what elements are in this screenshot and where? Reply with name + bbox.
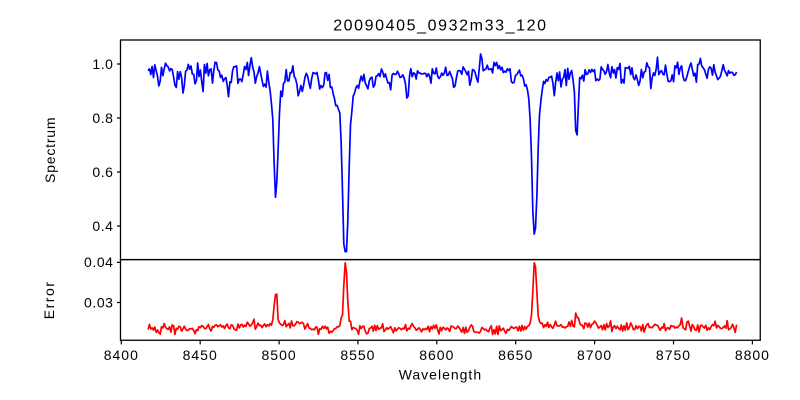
- svg-text:8750: 8750: [656, 347, 691, 363]
- svg-text:Wavelength: Wavelength: [399, 367, 482, 383]
- svg-text:8400: 8400: [104, 347, 139, 363]
- svg-text:Spectrum: Spectrum: [42, 117, 58, 183]
- svg-text:8450: 8450: [183, 347, 218, 363]
- svg-text:8650: 8650: [498, 347, 533, 363]
- svg-text:1.0: 1.0: [92, 56, 113, 72]
- svg-text:0.03: 0.03: [84, 294, 113, 310]
- svg-text:8550: 8550: [340, 347, 375, 363]
- svg-text:0.04: 0.04: [84, 254, 113, 270]
- svg-text:8700: 8700: [577, 347, 612, 363]
- svg-text:8800: 8800: [735, 347, 770, 363]
- svg-text:8600: 8600: [419, 347, 454, 363]
- svg-text:0.8: 0.8: [92, 110, 113, 126]
- svg-text:8500: 8500: [262, 347, 297, 363]
- svg-text:0.4: 0.4: [92, 218, 113, 234]
- svg-text:Error: Error: [41, 281, 57, 320]
- svg-text:20090405_0932m33_120: 20090405_0932m33_120: [333, 17, 547, 34]
- svg-text:0.6: 0.6: [92, 164, 113, 180]
